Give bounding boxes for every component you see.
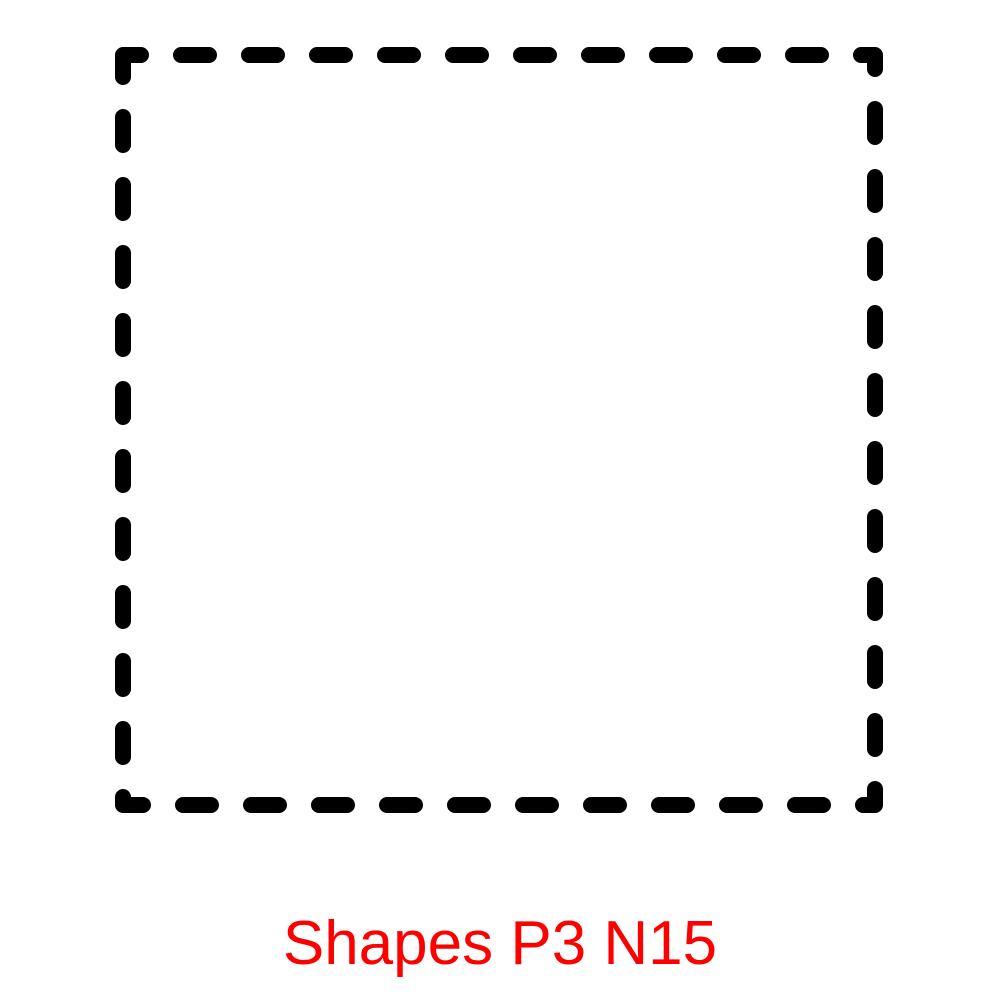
caption-label: Shapes P3 N15 bbox=[282, 909, 718, 978]
dashed-square bbox=[115, 47, 883, 813]
